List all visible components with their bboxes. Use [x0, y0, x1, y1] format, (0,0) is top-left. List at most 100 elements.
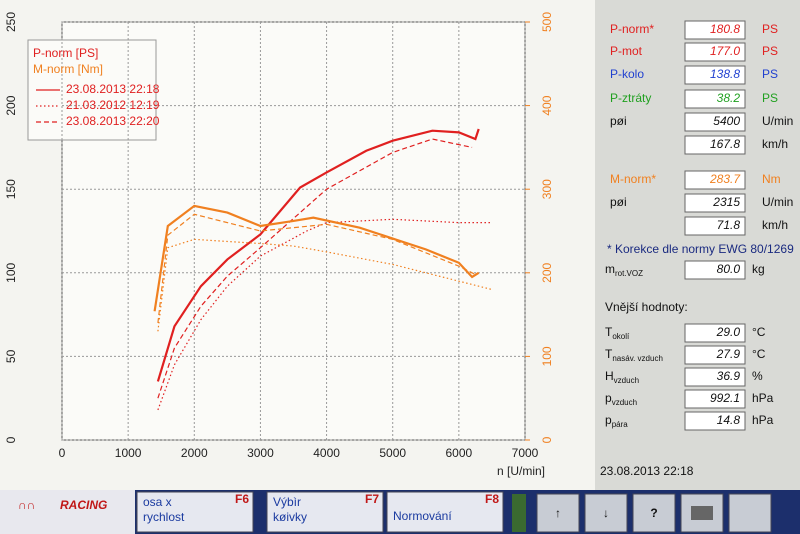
y-tick-label: 100 [4, 262, 18, 282]
row-unit: PS [762, 22, 778, 36]
y2-tick-label: 100 [540, 346, 554, 366]
row-label: pvzduch [605, 391, 637, 407]
row-label: P-mot [610, 44, 643, 58]
button-label: rychlost [143, 510, 185, 524]
exit-button[interactable] [728, 493, 772, 533]
value-box [684, 89, 746, 109]
button-key: F6 [235, 492, 249, 506]
value-box [684, 135, 746, 155]
legend-label: 21.03.2012 12:19 [66, 98, 160, 112]
row-unit: Nm [762, 172, 781, 186]
x-tick-label: 1000 [115, 446, 142, 460]
label-main: T [605, 325, 613, 339]
row-label: P-ztráty [610, 91, 651, 105]
row-unit: °C [752, 347, 766, 361]
logo-mark: ∩∩ [18, 498, 35, 512]
button-label: Výbìr [273, 495, 301, 509]
row-label: P-norm* [610, 22, 654, 36]
label-sub: rot.VOZ [615, 269, 643, 278]
value: 2315 [712, 195, 740, 209]
value: 283.7 [709, 172, 741, 186]
label-sub: vzduch [612, 398, 637, 407]
row-unit: PS [762, 67, 778, 81]
icon: ↓ [603, 506, 609, 520]
printer-icon [691, 506, 713, 520]
label-main: p [605, 391, 612, 405]
x-tick-label: 2000 [181, 446, 208, 460]
value: 71.8 [717, 218, 741, 232]
x-tick-label: 4000 [313, 446, 340, 460]
value-box [684, 193, 746, 213]
row-label: Tnasáv. vzduch [605, 347, 663, 363]
x-tick-label: 5000 [379, 446, 406, 460]
row-unit: km/h [762, 137, 788, 151]
toolbar-button[interactable] [386, 491, 504, 533]
y-tick-label: 250 [4, 12, 18, 32]
button-label: køivky [273, 510, 307, 524]
legend-header: M-norm [Nm] [33, 62, 103, 76]
label-sub: vzduch [614, 376, 639, 385]
y-tick-label: 50 [4, 349, 18, 363]
value: 167.8 [710, 137, 740, 151]
row-unit: % [752, 369, 763, 383]
row-unit: U/min [762, 114, 793, 128]
value-box [684, 323, 746, 343]
value: 5400 [713, 114, 740, 128]
legend-label: 23.08.2013 22:20 [66, 114, 160, 128]
value: 38.2 [717, 91, 741, 105]
label-sub: pára [612, 420, 629, 429]
row-label: pøi [610, 114, 627, 128]
section-title: Vnější hodnoty: [605, 300, 688, 314]
row-label: pøi [610, 195, 627, 209]
y2-tick-label: 300 [540, 179, 554, 199]
value-box [684, 260, 746, 280]
logo: RACING [60, 498, 107, 512]
icon-button[interactable] [632, 493, 676, 533]
icon: ? [650, 506, 657, 520]
y2-tick-label: 400 [540, 95, 554, 115]
button-key: F8 [485, 492, 499, 506]
icon: ↑ [555, 506, 561, 520]
button-label: Normování [393, 509, 452, 523]
icon-button[interactable] [584, 493, 628, 533]
value: 180.8 [710, 22, 740, 36]
value: 992.1 [710, 391, 740, 405]
value-box [684, 170, 746, 190]
row-label: Hvzduch [605, 369, 639, 385]
value: 36.9 [717, 369, 741, 383]
series-line [157, 218, 492, 411]
row-label: M-norm* [610, 172, 656, 186]
x-tick-label: 3000 [247, 446, 274, 460]
value: 80.0 [717, 262, 741, 276]
label-sub: nasáv. vzduch [612, 354, 663, 363]
logo-bg [0, 490, 135, 534]
value-box [684, 65, 746, 85]
row-unit: U/min [762, 195, 793, 209]
toolbar-button[interactable] [266, 491, 384, 533]
series-line [156, 128, 480, 382]
label-main: m [605, 262, 615, 276]
value-box [684, 345, 746, 365]
y2-tick-label: 0 [540, 436, 554, 443]
series-line [157, 213, 476, 324]
note: * Korekce dle normy EWG 80/1269 [607, 242, 794, 256]
y-tick-label: 200 [4, 95, 18, 115]
row-label: P-kolo [610, 67, 644, 81]
row-unit: kg [752, 262, 765, 276]
value: 14.8 [717, 413, 741, 427]
value: 29.0 [716, 325, 741, 339]
y2-tick-label: 500 [540, 12, 554, 32]
icon-button[interactable] [536, 493, 580, 533]
value-box [684, 112, 746, 132]
value: 138.8 [710, 67, 740, 81]
legend-header: P-norm [PS] [33, 46, 98, 60]
timestamp: 23.08.2013 22:18 [600, 464, 694, 478]
value-box [684, 367, 746, 387]
row-label: Tokolí [605, 325, 630, 341]
label-main: p [605, 413, 612, 427]
toolbar-button[interactable] [136, 491, 254, 533]
row-unit: km/h [762, 218, 788, 232]
y-tick-label: 0 [4, 436, 18, 443]
x-axis-label: n [U/min] [497, 464, 545, 478]
button-label: osa x [143, 495, 172, 509]
